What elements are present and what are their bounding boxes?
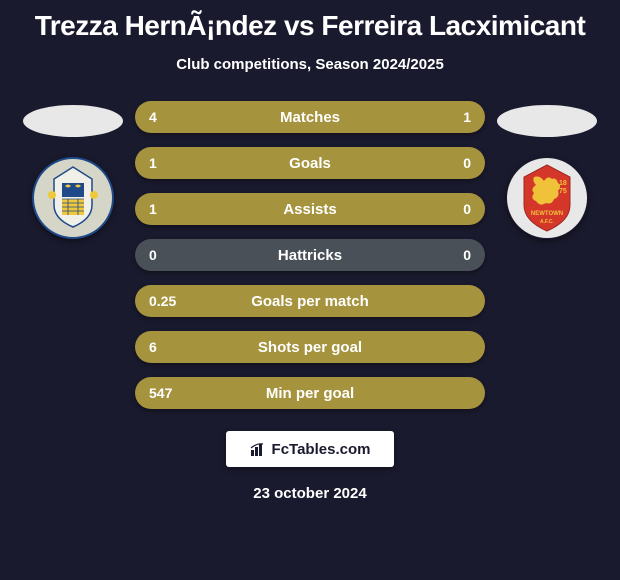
svg-text:A.F.C.: A.F.C. [540, 219, 555, 225]
comparison-content: 4Matches11Goals01Assists00Hattricks00.25… [0, 101, 620, 409]
stat-left-value: 0 [149, 247, 157, 263]
stat-left-value: 6 [149, 339, 157, 355]
stat-label: Hattricks [135, 247, 485, 264]
bars-icon [250, 442, 268, 456]
stat-left-value: 4 [149, 109, 157, 125]
stat-bar: 1Goals0 [135, 147, 485, 179]
stat-label: Assists [135, 201, 485, 218]
right-club-badge: 18 75 NEWTOWN A.F.C. [506, 157, 588, 239]
stat-right-value: 0 [463, 247, 471, 263]
stat-bar: 0.25Goals per match [135, 285, 485, 317]
stat-label: Shots per goal [135, 339, 485, 356]
left-player-ellipse [23, 105, 123, 137]
stat-left-value: 1 [149, 201, 157, 217]
svg-text:18: 18 [559, 180, 567, 187]
stat-right-value: 1 [463, 109, 471, 125]
svg-text:75: 75 [559, 188, 567, 195]
left-club-badge [32, 157, 114, 239]
left-player-column [23, 101, 123, 239]
page-title: Trezza HernÃ¡ndez vs Ferreira Lacximican… [0, 0, 620, 42]
stat-bars: 4Matches11Goals01Assists00Hattricks00.25… [135, 101, 485, 409]
stat-label: Goals per match [135, 293, 485, 310]
stat-right-value: 0 [463, 155, 471, 171]
stat-bar: 0Hattricks0 [135, 239, 485, 271]
stat-label: Goals [135, 155, 485, 172]
stat-bar: 1Assists0 [135, 193, 485, 225]
stat-label: Min per goal [135, 385, 485, 402]
left-badge-svg [32, 157, 114, 239]
stat-bar: 4Matches1 [135, 101, 485, 133]
stat-left-value: 1 [149, 155, 157, 171]
stat-bar: 547Min per goal [135, 377, 485, 409]
right-player-ellipse [497, 105, 597, 137]
right-player-column: 18 75 NEWTOWN A.F.C. [497, 101, 597, 239]
stat-left-value: 0.25 [149, 293, 176, 309]
date-label: 23 october 2024 [0, 485, 620, 502]
stat-left-value: 547 [149, 385, 172, 401]
stat-bar: 6Shots per goal [135, 331, 485, 363]
footer-logo-text: FcTables.com [250, 441, 371, 458]
stat-label: Matches [135, 109, 485, 126]
subtitle: Club competitions, Season 2024/2025 [0, 56, 620, 73]
right-badge-svg: 18 75 NEWTOWN A.F.C. [506, 157, 588, 239]
footer-logo[interactable]: FcTables.com [226, 431, 394, 467]
stat-right-value: 0 [463, 201, 471, 217]
svg-text:NEWTOWN: NEWTOWN [531, 211, 563, 217]
